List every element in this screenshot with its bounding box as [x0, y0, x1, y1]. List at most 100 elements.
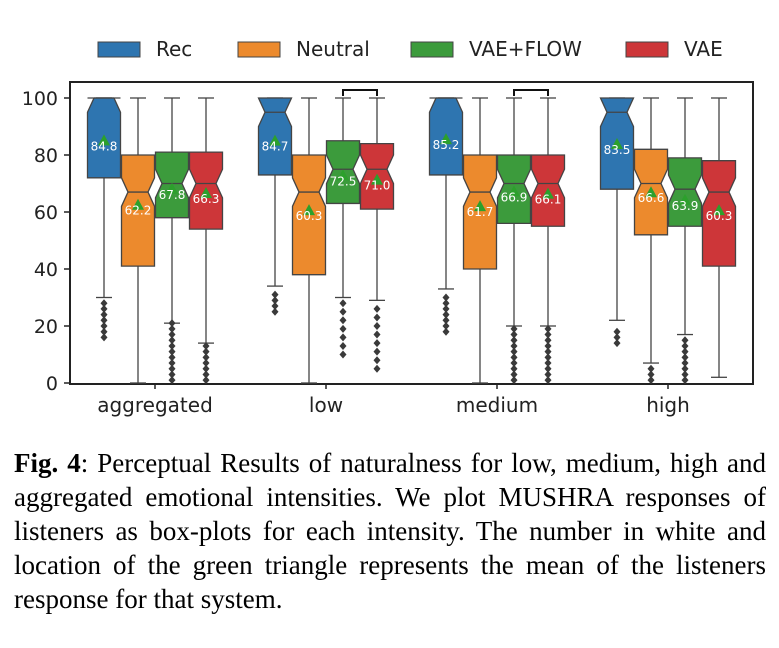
outlier-point [339, 350, 347, 359]
y-tick-label: 60 [34, 202, 58, 224]
outlier-point [544, 353, 552, 362]
outlier-point [373, 339, 381, 348]
outlier-point [442, 327, 450, 336]
x-tick-label: aggregated [97, 393, 213, 417]
plot-area [69, 81, 754, 385]
box-body [462, 154, 498, 270]
figure-caption: Fig. 4: Perceptual Results of naturalnes… [14, 446, 766, 616]
outlier-point [442, 310, 450, 319]
outlier-point [100, 333, 108, 342]
outlier-point [202, 364, 210, 373]
significance-bracket [513, 89, 549, 96]
outlier-point [544, 341, 552, 350]
legend-label-2: VAE+FLOW [469, 37, 582, 61]
outlier-point [100, 310, 108, 319]
outlier-point [442, 293, 450, 302]
mean-label: 60.3 [706, 209, 733, 223]
outlier-point [202, 341, 210, 350]
mean-label: 60.3 [296, 209, 323, 223]
outlier-point [339, 341, 347, 350]
legend-label-0: Rec [156, 37, 192, 61]
plot-frame [69, 81, 754, 385]
x-tick-label: low [309, 393, 343, 417]
outlier-point [544, 330, 552, 339]
outlier-point [100, 304, 108, 313]
mean-marker [611, 138, 623, 150]
box-aggregated-VAE: 66.3 [188, 97, 224, 385]
mean-label: 84.7 [262, 140, 289, 154]
outlier-point [373, 322, 381, 330]
outlier-point [544, 359, 552, 368]
outlier-point [510, 370, 518, 379]
mean-label: 66.6 [638, 191, 665, 205]
box-aggregated-Rec: 84.8 [86, 97, 122, 342]
outlier-point [168, 353, 176, 362]
outlier-point [168, 324, 176, 333]
outlier-point [168, 319, 176, 328]
outlier-point [510, 364, 518, 373]
outlier-point [510, 376, 518, 385]
outlier-point [647, 376, 655, 385]
box-high-Rec: 83.5 [599, 97, 635, 348]
mean-label: 85.2 [433, 138, 460, 152]
outlier-point [442, 304, 450, 313]
legend-label-3: VAE [684, 37, 723, 61]
outlier-point [613, 327, 621, 336]
outlier-point [544, 347, 552, 356]
mean-label: 72.5 [330, 174, 357, 188]
box-medium-VAE: 66.1 [530, 97, 566, 385]
legend-swatch-1 [237, 41, 281, 58]
mean-marker [303, 204, 315, 216]
outlier-point [168, 364, 176, 373]
outlier-point [544, 376, 552, 385]
outlier-point [202, 376, 210, 385]
outlier-point [339, 307, 347, 316]
boxplot-chart: Rec Neutral VAE+FLOW VAE 84.862.267.8 66.384… [22, 37, 754, 417]
mean-marker [132, 198, 144, 210]
significance-bracket [342, 89, 378, 96]
box-medium-Neutral: 61.7 [462, 97, 498, 384]
y-tick-label: 0 [46, 373, 58, 395]
mean-label: 66.3 [193, 192, 220, 206]
y-tick-label: 40 [34, 259, 58, 281]
mean-label: 66.1 [535, 193, 562, 207]
outlier-point [510, 359, 518, 368]
mean-marker [474, 200, 486, 212]
y-tick-label: 20 [34, 316, 58, 338]
legend-label-1: Neutral [296, 37, 370, 61]
outlier-point [373, 304, 381, 313]
outlier-point [373, 330, 381, 339]
outlier-point [202, 347, 210, 356]
outlier-point [510, 330, 518, 339]
outlier-point [271, 307, 279, 316]
box-high-VAE+FLOW: 63.9 [667, 97, 703, 385]
outlier-point [510, 353, 518, 362]
outlier-point [339, 324, 347, 333]
outlier-point [373, 356, 381, 365]
outlier-point [100, 316, 108, 325]
outlier-point [613, 339, 621, 348]
y-tick-label: 100 [22, 88, 58, 110]
box-low-Neutral: 60.3 [291, 97, 327, 384]
y-tick-label: 80 [34, 145, 58, 167]
outlier-point [681, 347, 689, 356]
mean-marker [98, 134, 110, 146]
box-high-VAE: 60.3 [701, 97, 737, 378]
outlier-point [510, 324, 518, 333]
outlier-point [202, 353, 210, 362]
mean-label: 84.8 [91, 139, 118, 153]
outlier-point [647, 364, 655, 373]
mean-marker [508, 185, 520, 197]
outlier-point [442, 316, 450, 325]
outlier-point [168, 370, 176, 379]
outlier-point [271, 302, 279, 311]
caption-text: : Perceptual Results of naturalness for … [14, 448, 766, 614]
outlier-point [168, 341, 176, 350]
mean-marker [679, 193, 691, 205]
mean-marker [645, 186, 657, 198]
outlier-point [681, 353, 689, 362]
mean-label: 66.9 [501, 190, 528, 204]
x-tick-label: high [646, 393, 690, 417]
mean-label: 83.5 [604, 143, 631, 157]
figure-label: Fig. 4 [14, 448, 81, 478]
